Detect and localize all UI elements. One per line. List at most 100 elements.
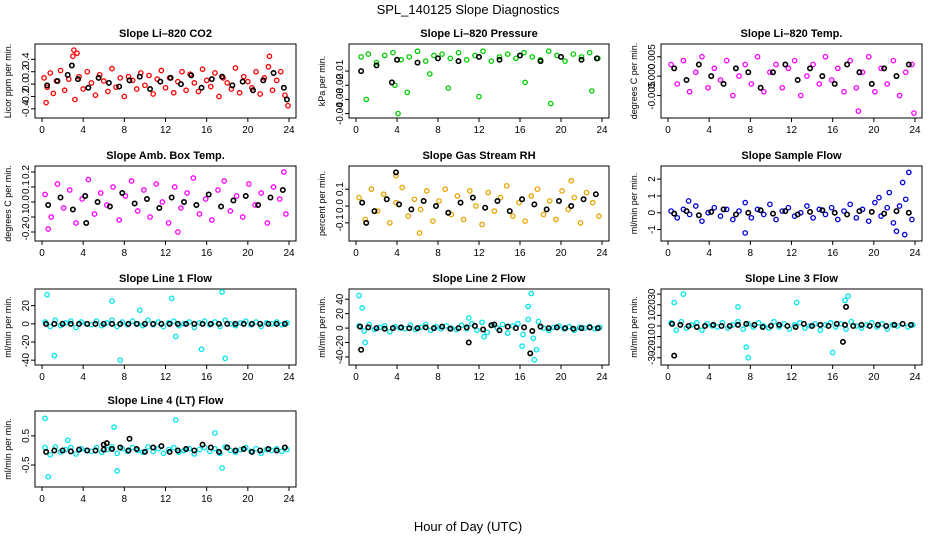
slope-point xyxy=(265,445,272,452)
x-tick-label: 4 xyxy=(394,248,400,259)
sample-point xyxy=(491,208,498,214)
slope-point xyxy=(545,325,552,332)
sample-point xyxy=(47,451,54,458)
slope-point xyxy=(537,58,544,65)
x-tick-label: 4 xyxy=(80,125,86,136)
y-axis-label: ml/min per min. xyxy=(3,296,13,358)
slope-point xyxy=(414,325,421,332)
sample-point xyxy=(113,84,119,91)
y-axis-label: ml/min per min. xyxy=(317,296,327,358)
slope-point xyxy=(199,441,206,448)
slope-point xyxy=(868,208,875,215)
sample-point xyxy=(422,321,429,328)
sample-point xyxy=(278,321,285,328)
sample-point xyxy=(395,110,401,117)
slope-point xyxy=(239,78,246,85)
sample-point xyxy=(745,320,752,327)
sample-point xyxy=(170,444,177,451)
sample-point xyxy=(237,446,244,453)
slope-point xyxy=(496,56,503,63)
panel-3: Slope Li–820 Temp. 0 4 8 12 16 20 24 -0.0050.000… xyxy=(629,28,923,136)
sample-point xyxy=(236,89,243,96)
sample-point xyxy=(735,303,741,310)
sample-point xyxy=(504,330,511,336)
slope-point xyxy=(496,327,503,334)
x-tick-label: 20 xyxy=(555,125,567,136)
slope-point xyxy=(792,323,799,330)
sample-point xyxy=(91,211,98,217)
sample-point xyxy=(460,216,467,223)
points-layer xyxy=(668,169,915,238)
slope-point xyxy=(708,208,715,215)
sample-point xyxy=(779,84,786,91)
slope-point xyxy=(232,320,239,327)
x-tick-label: 8 xyxy=(748,248,754,259)
sample-point xyxy=(190,175,197,181)
x-tick-label: 12 xyxy=(786,125,798,136)
slope-point xyxy=(51,320,58,327)
y-tick-label: -0.03 xyxy=(335,88,346,111)
slope-point xyxy=(553,324,560,331)
y-tick-label: -0.01 xyxy=(335,59,346,82)
sample-point xyxy=(359,305,365,311)
slope-point xyxy=(469,194,476,201)
sample-point xyxy=(911,110,917,116)
x-tick-label: 8 xyxy=(122,372,128,383)
y-tick-label: 0.000 xyxy=(647,63,658,88)
sample-point xyxy=(828,204,835,211)
x-tick-label: 24 xyxy=(596,125,608,136)
slope-point xyxy=(905,61,912,68)
slope-point xyxy=(358,68,365,75)
slope-point xyxy=(208,76,215,83)
sample-point xyxy=(240,73,247,80)
y-tick-label: 0.5 xyxy=(21,428,32,442)
y-tick-label: -0.2 xyxy=(21,223,32,241)
sample-point xyxy=(525,316,532,323)
slope-point xyxy=(273,320,280,327)
panel-7: Slope Line 1 Flow 0 4 8 12 16 20 24 -40 -20 0 20 ml/… xyxy=(3,273,297,383)
slope-point xyxy=(527,350,534,357)
sample-point xyxy=(233,193,240,199)
sample-point xyxy=(103,320,110,326)
series-samples xyxy=(356,172,602,236)
sample-point xyxy=(215,187,221,193)
slope-point xyxy=(543,206,550,213)
slope-point xyxy=(131,200,138,207)
sample-point xyxy=(596,213,602,219)
slope-point xyxy=(447,325,454,332)
slope-point xyxy=(117,320,124,327)
panel-title: Slope Line 1 Flow xyxy=(119,273,212,285)
sample-point xyxy=(841,208,847,214)
sample-point xyxy=(865,218,872,225)
sample-point xyxy=(909,61,915,68)
sample-point xyxy=(221,178,228,184)
main-title: SPL_140125 Slope Diagnostics xyxy=(377,2,560,17)
slope-point xyxy=(794,211,801,218)
sample-point xyxy=(114,468,120,474)
sample-point xyxy=(283,211,289,217)
slope-point xyxy=(141,448,148,455)
sample-point xyxy=(465,315,472,321)
slope-point xyxy=(844,61,851,68)
y-tick-label: -20 xyxy=(335,335,346,350)
sample-point xyxy=(476,93,482,100)
panel-title: Slope Li–820 Temp. xyxy=(741,28,843,40)
sample-point xyxy=(439,51,445,57)
points-layer xyxy=(42,169,289,235)
slope-point xyxy=(279,187,286,194)
sample-point xyxy=(171,184,178,190)
slope-point xyxy=(224,320,231,327)
series-samples xyxy=(668,291,916,361)
sample-point xyxy=(61,87,68,94)
series-slopes xyxy=(669,303,914,359)
sample-point xyxy=(196,446,203,453)
slope-point xyxy=(359,199,366,206)
sample-point xyxy=(381,52,388,59)
sample-point xyxy=(589,199,596,206)
slope-point xyxy=(494,197,501,204)
sample-point xyxy=(273,77,280,84)
y-tick-label: 40 xyxy=(335,293,346,305)
sample-point xyxy=(145,317,151,324)
sample-point xyxy=(858,325,865,331)
sample-point xyxy=(577,220,584,226)
